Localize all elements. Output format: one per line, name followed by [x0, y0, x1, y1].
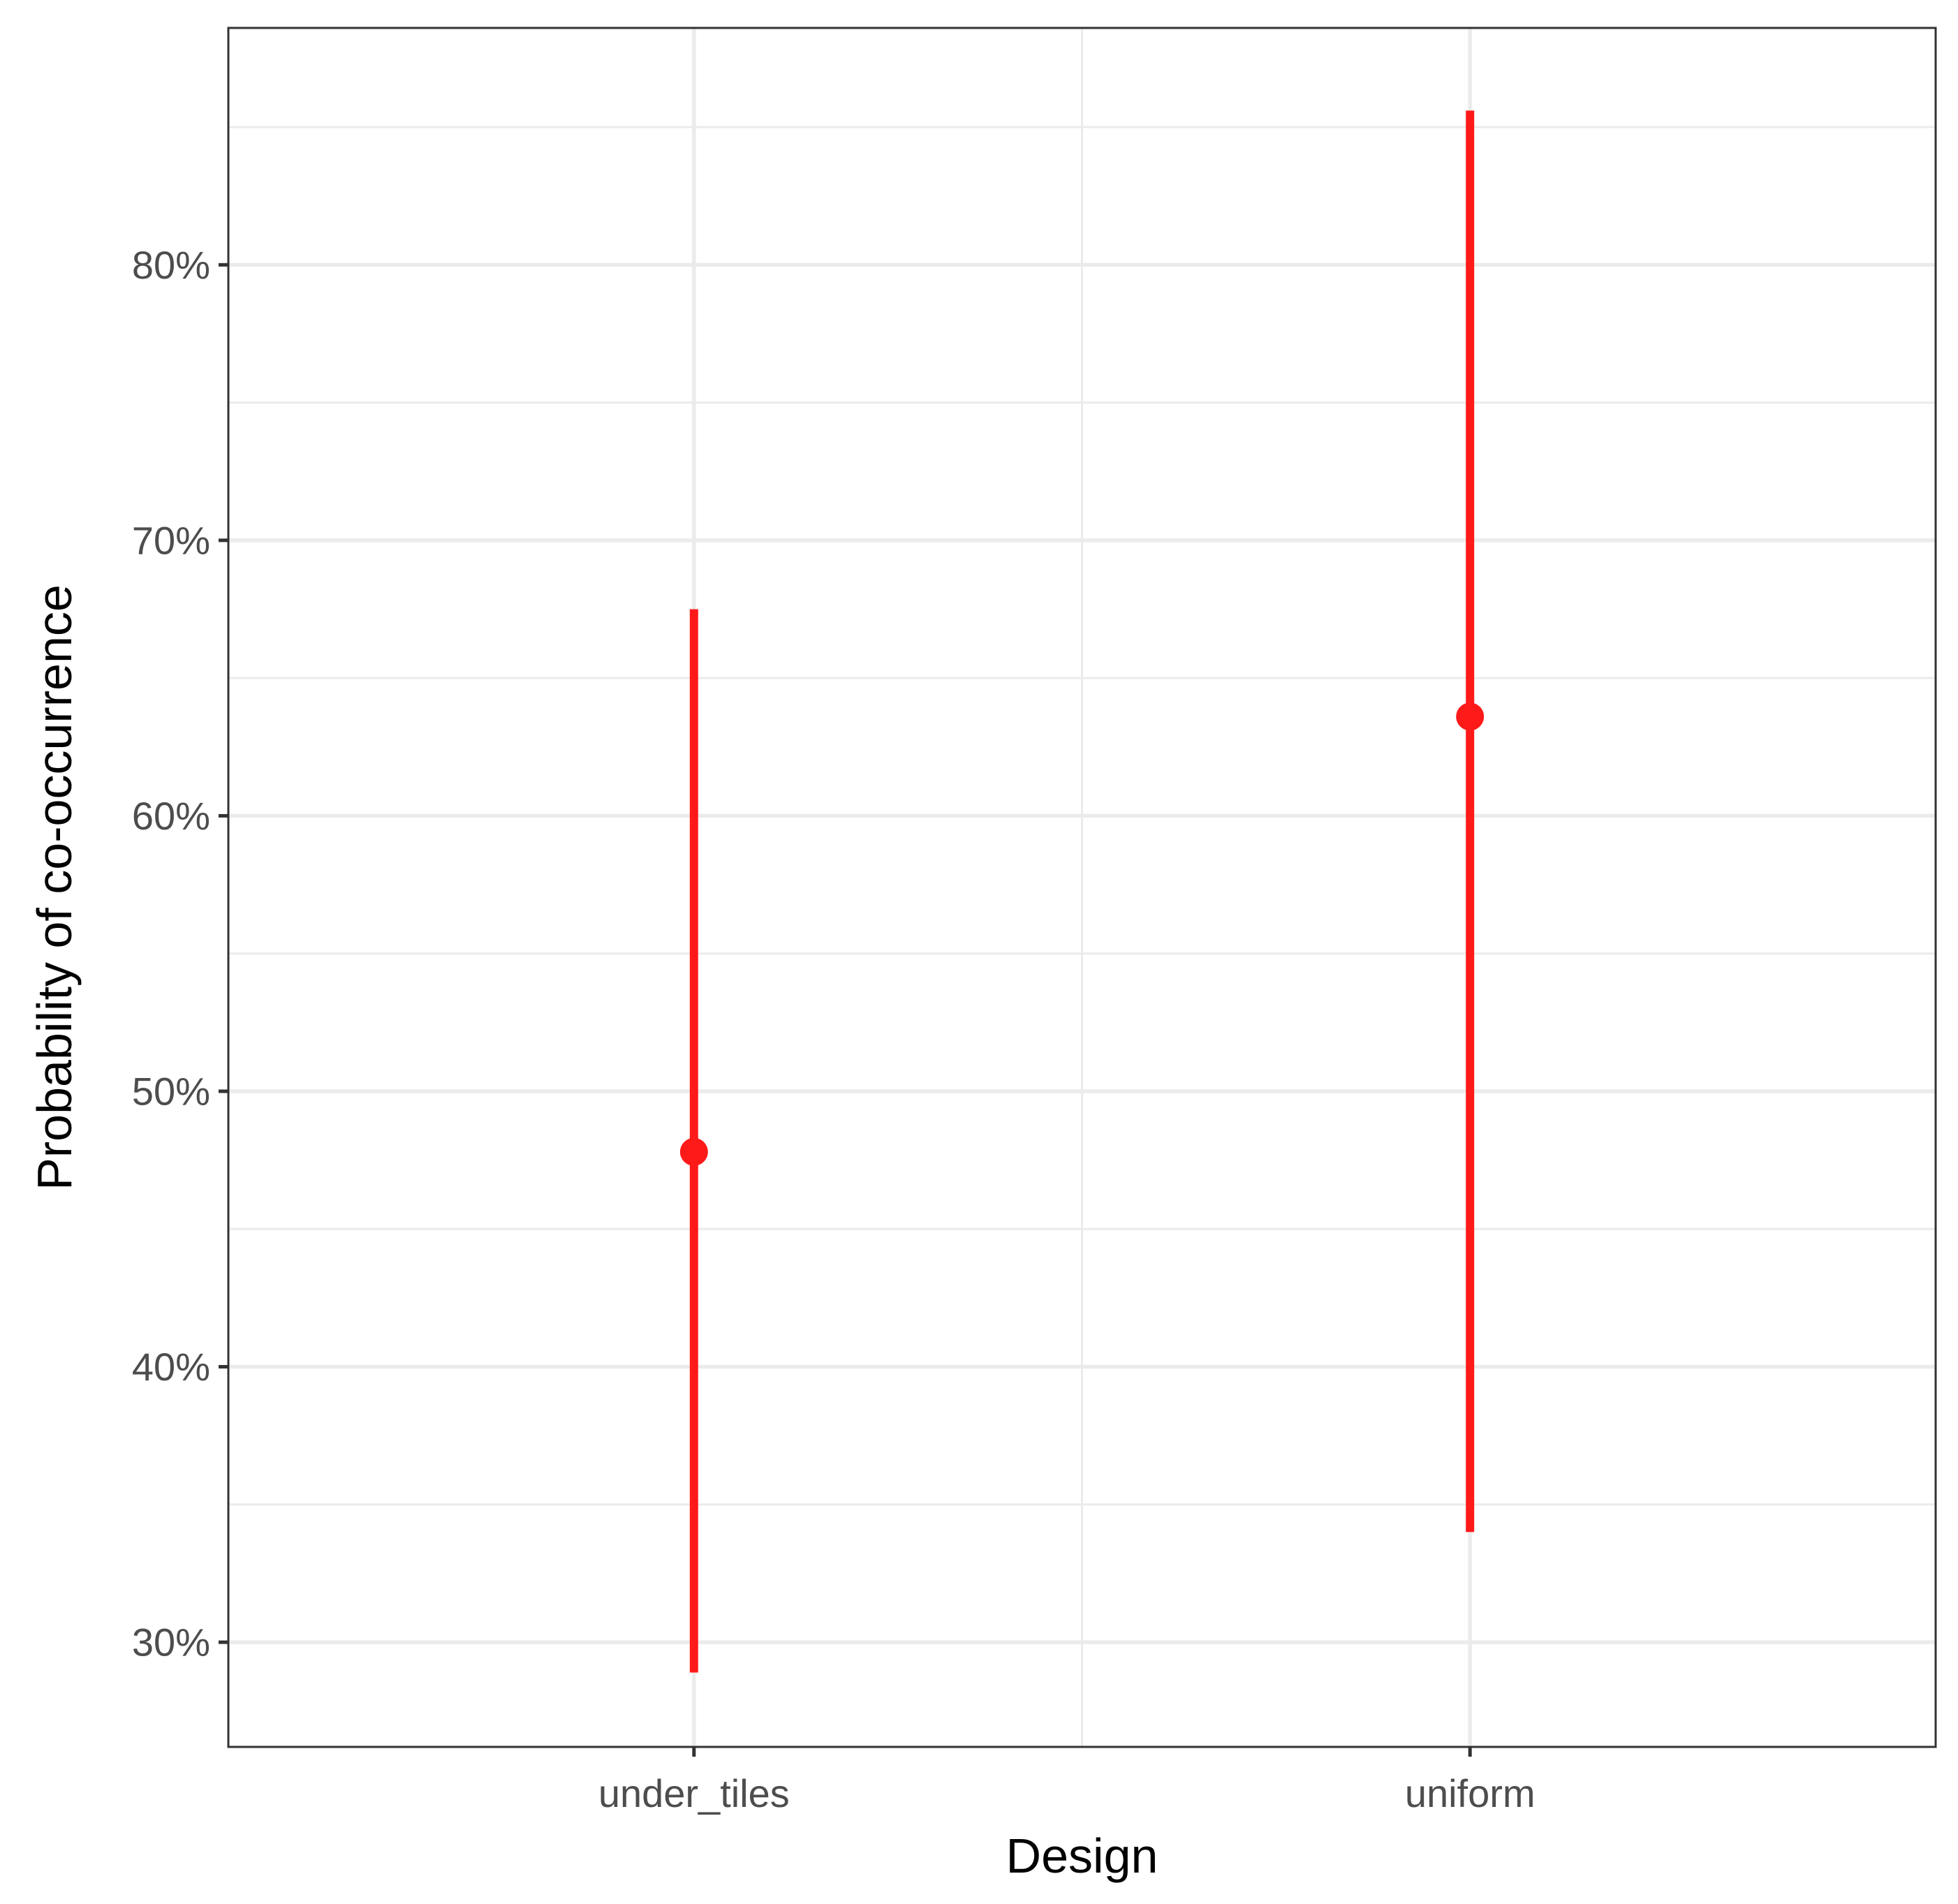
- y-tick-label: 40%: [132, 1345, 210, 1389]
- y-axis-title: Probability of co-occurrence: [27, 584, 82, 1190]
- axes: 30% 40% 50% 60% 70% 80% under_tiles uniform: [132, 243, 1536, 1815]
- point-uniform: [1456, 702, 1485, 731]
- y-tick-label: 80%: [132, 243, 210, 287]
- y-tick-label: 30%: [132, 1621, 210, 1665]
- x-axis-title: Design: [1006, 1829, 1158, 1883]
- y-tick-label: 50%: [132, 1069, 210, 1113]
- x-tick-label: uniform: [1405, 1771, 1536, 1815]
- point-under_tiles: [679, 1137, 708, 1166]
- y-tick-label: 70%: [132, 518, 210, 562]
- panel-border: [227, 27, 1937, 1748]
- y-tick-label: 60%: [132, 794, 210, 838]
- data-layer: [679, 110, 1485, 1673]
- x-tick-label: under_tiles: [598, 1771, 790, 1815]
